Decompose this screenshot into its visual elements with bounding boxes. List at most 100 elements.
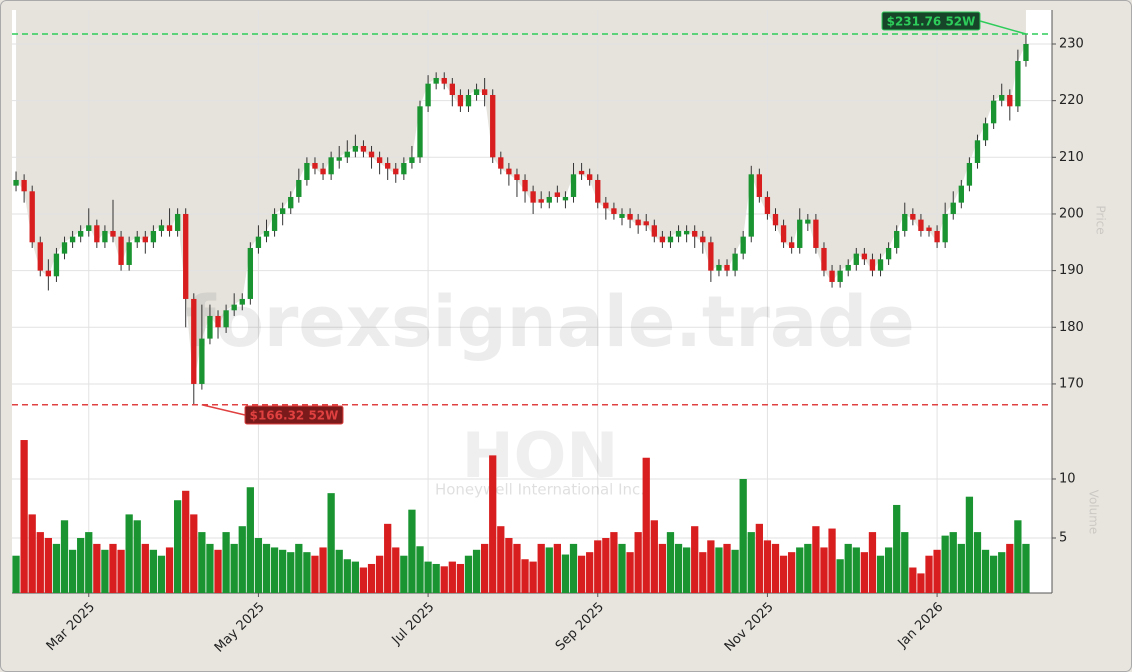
- candle-body: [740, 236, 746, 254]
- y-tick-label: 220: [1059, 93, 1084, 108]
- volume-bar: [489, 455, 497, 593]
- volume-bar: [521, 559, 529, 593]
- candle-body: [78, 230, 84, 237]
- volume-bar: [60, 520, 69, 593]
- candle-body: [708, 242, 714, 271]
- candle-body: [393, 168, 399, 175]
- volume-bar: [868, 532, 877, 593]
- volume-bar: [343, 559, 351, 593]
- candle-body: [522, 179, 528, 192]
- candle-body: [1023, 43, 1029, 61]
- volume-bar: [586, 552, 594, 593]
- candle-body: [94, 225, 100, 243]
- volume-bar: [699, 552, 707, 593]
- symbol-watermark: HON: [462, 419, 618, 492]
- 52w-label: $166.32 52W: [250, 409, 339, 423]
- candle-body: [158, 225, 165, 231]
- volume-bar: [860, 552, 869, 593]
- volume-bar: [739, 478, 747, 593]
- volume-bar: [408, 509, 416, 593]
- volume-bar: [674, 543, 683, 593]
- volume-bar: [771, 543, 780, 593]
- volume-bar: [998, 552, 1006, 593]
- volume-bar: [270, 547, 279, 593]
- volume-bar: [594, 540, 602, 593]
- volume-bar: [949, 532, 957, 593]
- candle-body: [29, 191, 35, 243]
- candle-body: [45, 270, 52, 277]
- volume-bar: [965, 496, 974, 593]
- candle-body: [247, 247, 254, 299]
- close-area: [16, 10, 1026, 384]
- volume-bar: [198, 532, 206, 593]
- candle-body: [805, 219, 811, 224]
- volume-bar: [481, 543, 489, 593]
- volume-bar: [68, 549, 77, 593]
- candle-body: [433, 77, 439, 84]
- volume-bar: [610, 532, 618, 593]
- volume-bar: [933, 549, 941, 593]
- volume-bar: [392, 547, 400, 593]
- candle-body: [102, 230, 108, 243]
- candle-body: [764, 196, 771, 214]
- candle-body: [990, 100, 997, 124]
- 52w-label-box: [881, 11, 981, 31]
- y-tick-label: 200: [1059, 206, 1084, 221]
- volume-bar: [440, 566, 448, 593]
- volume-bar: [707, 540, 715, 593]
- candle-body: [465, 94, 472, 107]
- volume-bar: [779, 555, 788, 593]
- candle-body: [554, 192, 561, 197]
- candle-body: [861, 253, 868, 260]
- volume-bar: [311, 555, 319, 593]
- volume-bar: [117, 549, 125, 593]
- volume-bar: [101, 549, 109, 593]
- candle-body: [134, 236, 140, 243]
- candle-body: [312, 162, 318, 169]
- volume-bar: [569, 543, 578, 593]
- candle-body: [514, 174, 520, 180]
- volume-bar: [375, 555, 384, 593]
- volume-bar: [884, 547, 893, 593]
- company-watermark: Honeywell International Inc.: [435, 481, 645, 499]
- volume-bar: [731, 549, 739, 593]
- volume-bar: [44, 537, 52, 593]
- volume-bar: [351, 561, 360, 593]
- volume-bar: [796, 547, 804, 593]
- candle-body: [296, 179, 302, 197]
- candle-body: [352, 145, 359, 152]
- candle-body: [813, 219, 819, 248]
- candle-body: [174, 213, 181, 231]
- candle-body: [166, 225, 173, 231]
- volume-bar: [763, 540, 772, 593]
- candle-body: [578, 170, 585, 175]
- volume-bar: [472, 549, 481, 593]
- volume-bar: [747, 532, 755, 593]
- volume-bar: [28, 514, 36, 593]
- volume-bar: [497, 526, 505, 593]
- volume-bar: [893, 504, 901, 593]
- candle-body: [320, 168, 326, 175]
- candle-body: [611, 208, 617, 214]
- candle-body: [263, 230, 270, 237]
- volume-bar: [85, 532, 93, 593]
- volume-bar: [804, 543, 812, 593]
- volume-bar: [1022, 543, 1030, 593]
- volume-bar: [909, 567, 917, 593]
- volume-bar: [513, 543, 521, 593]
- candle-body: [837, 270, 843, 282]
- candle-body: [481, 89, 488, 95]
- candle-body: [498, 157, 504, 169]
- volume-bar: [723, 543, 731, 593]
- watermark: forexsignale.trade: [185, 281, 914, 363]
- volume-bar: [246, 487, 254, 593]
- volume-bar: [1006, 543, 1014, 593]
- y-tick-label: 170: [1059, 376, 1084, 391]
- volume-bar: [852, 547, 860, 593]
- candle-body: [675, 230, 682, 237]
- volume-bar: [93, 543, 101, 593]
- volume-bar: [303, 552, 311, 593]
- volume-bar: [36, 532, 44, 593]
